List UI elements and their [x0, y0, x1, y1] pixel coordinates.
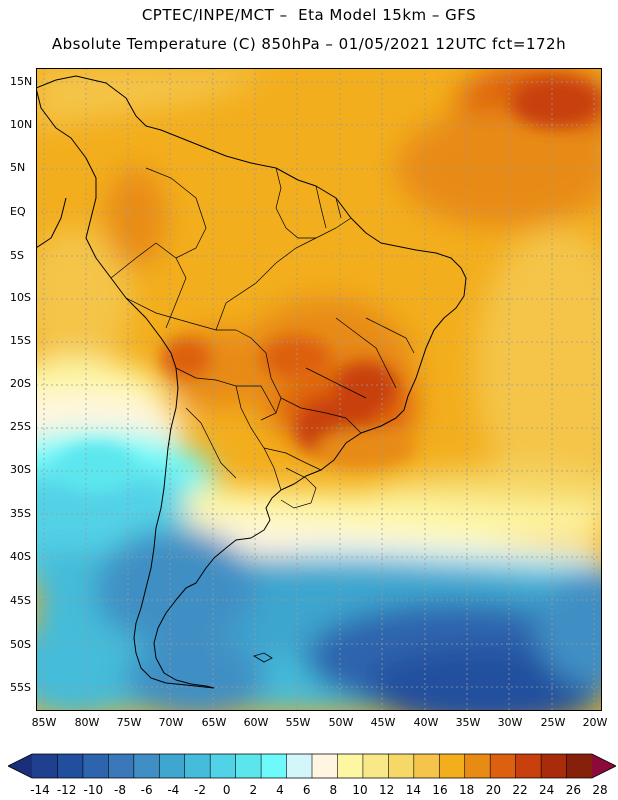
colorbar-swatch: [108, 754, 135, 778]
colorbar-swatch: [439, 754, 466, 778]
longitude-label: 50W: [328, 716, 354, 729]
longitude-label: 40W: [413, 716, 439, 729]
longitude-label: 45W: [370, 716, 396, 729]
colorbar-label: -10: [83, 783, 104, 797]
title-line-1: CPTEC/INPE/MCT – Eta Model 15km – GFS: [141, 6, 477, 24]
colorbar-label: 2: [249, 783, 258, 797]
colorbar-under-triangle: [8, 754, 32, 778]
colorbar-label: 14: [405, 783, 421, 797]
longitude-label: 30W: [497, 716, 523, 729]
country-borders: [110, 167, 415, 509]
coastline: [36, 75, 467, 689]
longitude-label: 25W: [540, 716, 566, 729]
colorbar-swatch: [133, 754, 160, 778]
colorbar-swatch: [82, 754, 109, 778]
latitude-label: 10S: [10, 291, 31, 304]
colorbar-label: 4: [276, 783, 284, 797]
colorbar-swatch: [490, 754, 517, 778]
latitude-label: 15N: [10, 75, 33, 88]
colorbar-swatch: [337, 754, 364, 778]
colorbar-swatch: [184, 754, 211, 778]
colorbar-swatch: [464, 754, 491, 778]
latitude-label: 35S: [10, 507, 31, 520]
colorbar-label: 18: [459, 783, 475, 797]
colorbar-label: 12: [379, 783, 395, 797]
colorbar-swatch: [566, 754, 593, 778]
colorbar-swatch: [541, 754, 568, 778]
islands: [253, 652, 273, 663]
latitude-label: 10N: [10, 118, 33, 131]
colorbar-swatch: [261, 754, 288, 778]
colorbar-over-triangle: [592, 754, 616, 778]
colorbar-label: -4: [167, 783, 180, 797]
colorbar-swatch: [388, 754, 415, 778]
colorbar-swatch: [362, 754, 389, 778]
latitude-label: 40S: [10, 550, 31, 563]
longitude-label: 60W: [243, 716, 269, 729]
latitude-label: EQ: [10, 205, 26, 218]
colorbar-label: 6: [302, 783, 311, 797]
latitude-label: 55S: [10, 681, 31, 694]
colorbar-label: 16: [432, 783, 448, 797]
colorbar-label: -12: [56, 783, 77, 797]
latitude-label: 20S: [10, 377, 31, 390]
colorbar-swatch: [235, 754, 262, 778]
colorbar-label: 0: [222, 783, 231, 797]
longitude-label: 80W: [74, 716, 100, 729]
temperature-map: [36, 68, 602, 711]
longitude-label: 55W: [285, 716, 311, 729]
latitude-label: 15S: [10, 334, 31, 347]
longitude-label: 85W: [31, 716, 57, 729]
colorbar-label: 26: [565, 783, 581, 797]
latitude-label: 5S: [10, 249, 24, 262]
latitude-label: 25S: [10, 420, 31, 433]
colorbar-label: 10: [352, 783, 368, 797]
colorbar-label: -6: [140, 783, 153, 797]
colorbar-label: 22: [512, 783, 528, 797]
colorbar-label: 28: [592, 783, 608, 797]
latitude-label: 30S: [10, 463, 31, 476]
longitude-label: 65W: [201, 716, 227, 729]
colorbar-swatch: [159, 754, 186, 778]
colorbar-swatch: [210, 754, 237, 778]
colorbar-swatch: [413, 754, 440, 778]
colorbar: [8, 753, 616, 779]
colorbar-swatch: [286, 754, 313, 778]
colorbar-label: -14: [30, 783, 50, 797]
colorbar-label: 24: [539, 783, 555, 797]
colorbar-label: 20: [485, 783, 501, 797]
colorbar-label: -8: [114, 783, 126, 797]
longitude-label: 70W: [158, 716, 184, 729]
latitude-label: 5N: [10, 161, 26, 174]
longitude-label: 35W: [455, 716, 481, 729]
colorbar-swatch: [57, 754, 84, 778]
grid-lines: [36, 68, 602, 711]
latitude-label: 45S: [10, 594, 31, 607]
latitude-label: 50S: [10, 638, 31, 651]
colorbar-swatch: [515, 754, 542, 778]
colorbar-swatch: [312, 754, 338, 778]
colorbar-swatch: [32, 754, 58, 778]
colorbar-label: 8: [329, 783, 338, 797]
longitude-label: 75W: [116, 716, 142, 729]
longitude-label: 20W: [582, 716, 608, 729]
colorbar-label: -2: [194, 783, 206, 797]
title-line-2: Absolute Temperature (C) 850hPa – 01/05/…: [51, 35, 567, 53]
